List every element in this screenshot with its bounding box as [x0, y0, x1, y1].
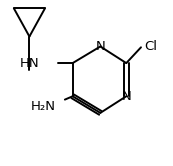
- Text: N: N: [121, 90, 131, 103]
- Text: N: N: [95, 40, 105, 53]
- Text: H₂N: H₂N: [31, 100, 56, 113]
- Text: Cl: Cl: [144, 40, 157, 53]
- Text: HN: HN: [20, 57, 39, 70]
